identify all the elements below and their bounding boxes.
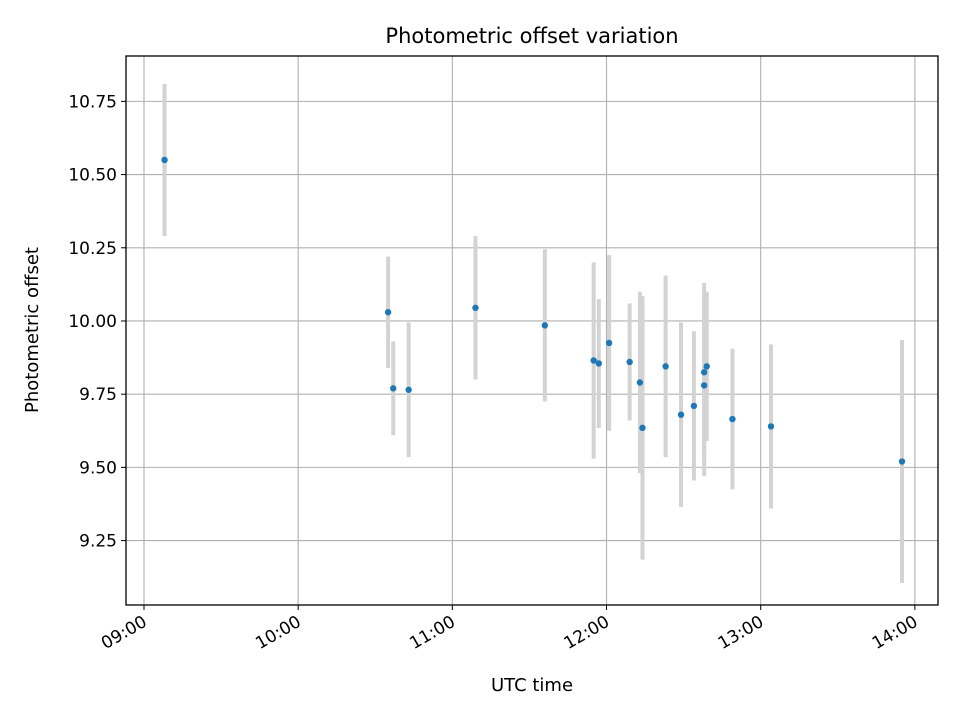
data-point [690, 402, 698, 410]
y-tick-label: 9.50 [79, 458, 117, 478]
data-point [595, 360, 603, 367]
y-tick-label: 10.75 [68, 92, 117, 112]
data-point [700, 382, 708, 389]
data-point [605, 339, 613, 347]
y-axis-label: Photometric offset [22, 247, 43, 413]
x-axis-label: UTC time [491, 675, 573, 696]
data-point [390, 385, 397, 392]
data-point [472, 304, 479, 312]
y-axis-ticks: 9.25 9.50 9.75 10.00 10.25 10.50 10.75 [68, 92, 126, 552]
data-point [729, 415, 736, 423]
data-point [677, 411, 685, 418]
data-point [541, 322, 549, 329]
data-point [639, 424, 646, 432]
data-point [662, 363, 669, 370]
y-tick-label: 10.50 [68, 166, 117, 186]
data-point [898, 458, 906, 465]
y-tick-label: 9.75 [79, 385, 117, 405]
plot-frame [125, 55, 939, 606]
data-point [384, 309, 392, 316]
data-point [636, 379, 644, 386]
data-point [405, 386, 412, 393]
data-point [767, 423, 775, 430]
y-tick-label: 10.00 [68, 312, 117, 332]
data-points [161, 156, 906, 465]
y-tick-label: 9.25 [79, 532, 117, 552]
data-point [703, 363, 710, 370]
data-point [700, 369, 708, 376]
chart-title: Photometric offset variation [385, 24, 678, 48]
grid [126, 56, 938, 605]
y-tick-label: 10.25 [68, 239, 117, 259]
data-point [626, 358, 633, 366]
data-point [161, 156, 168, 164]
data-point [590, 357, 597, 364]
